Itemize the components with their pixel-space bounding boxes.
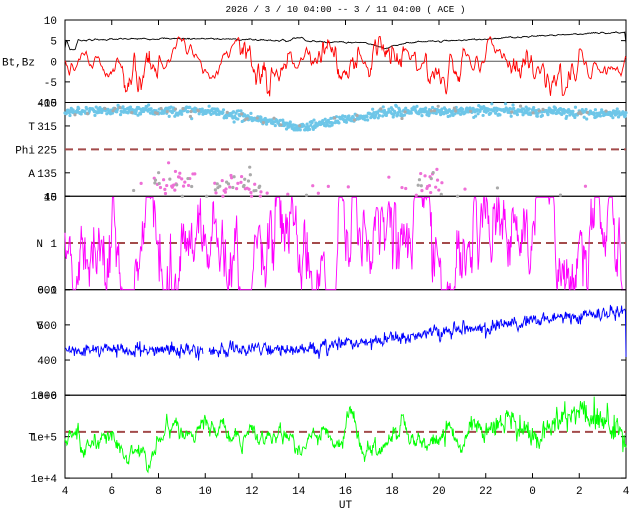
svg-text:22: 22 xyxy=(479,486,492,498)
svg-text:20: 20 xyxy=(432,486,445,498)
svg-text:5: 5 xyxy=(50,37,57,49)
svg-text:Phi: Phi xyxy=(15,145,35,157)
svg-text:0: 0 xyxy=(529,486,536,498)
svg-text:1: 1 xyxy=(50,239,57,251)
svg-text:6: 6 xyxy=(108,486,115,498)
svg-text:8: 8 xyxy=(155,486,162,498)
svg-text:405: 405 xyxy=(37,99,57,111)
svg-text:16: 16 xyxy=(339,486,352,498)
svg-text:225: 225 xyxy=(37,145,57,157)
svg-text:N: N xyxy=(36,239,43,251)
svg-text:-5: -5 xyxy=(44,78,57,90)
svg-text:10: 10 xyxy=(44,192,57,204)
svg-text:400: 400 xyxy=(37,356,57,368)
svg-text:1e+4: 1e+4 xyxy=(31,474,58,486)
svg-text:4: 4 xyxy=(623,486,630,498)
svg-text:600: 600 xyxy=(37,286,57,298)
svg-text:0: 0 xyxy=(50,57,57,69)
svg-text:10: 10 xyxy=(199,486,212,498)
svg-text:4: 4 xyxy=(62,486,69,498)
svg-text:18: 18 xyxy=(386,486,399,498)
svg-text:10: 10 xyxy=(44,16,57,28)
svg-text:2: 2 xyxy=(576,486,583,498)
svg-text:T: T xyxy=(28,433,35,445)
svg-text:2026 / 3 / 10 04:00 -- 3 / 1: 2026 / 3 / 10 04:00 -- 3 / 11 04:00 ( AC… xyxy=(226,4,466,15)
svg-text:1e+6: 1e+6 xyxy=(31,391,57,403)
svg-text:T: T xyxy=(28,122,35,134)
svg-text:12: 12 xyxy=(245,486,258,498)
svg-text:V: V xyxy=(36,321,43,333)
svg-text:135: 135 xyxy=(37,169,57,181)
svg-text:A: A xyxy=(28,169,35,181)
svg-text:Bt,Bz: Bt,Bz xyxy=(2,57,35,69)
svg-text:315: 315 xyxy=(37,122,57,134)
svg-text:UT: UT xyxy=(339,500,353,512)
svg-text:14: 14 xyxy=(292,486,306,498)
